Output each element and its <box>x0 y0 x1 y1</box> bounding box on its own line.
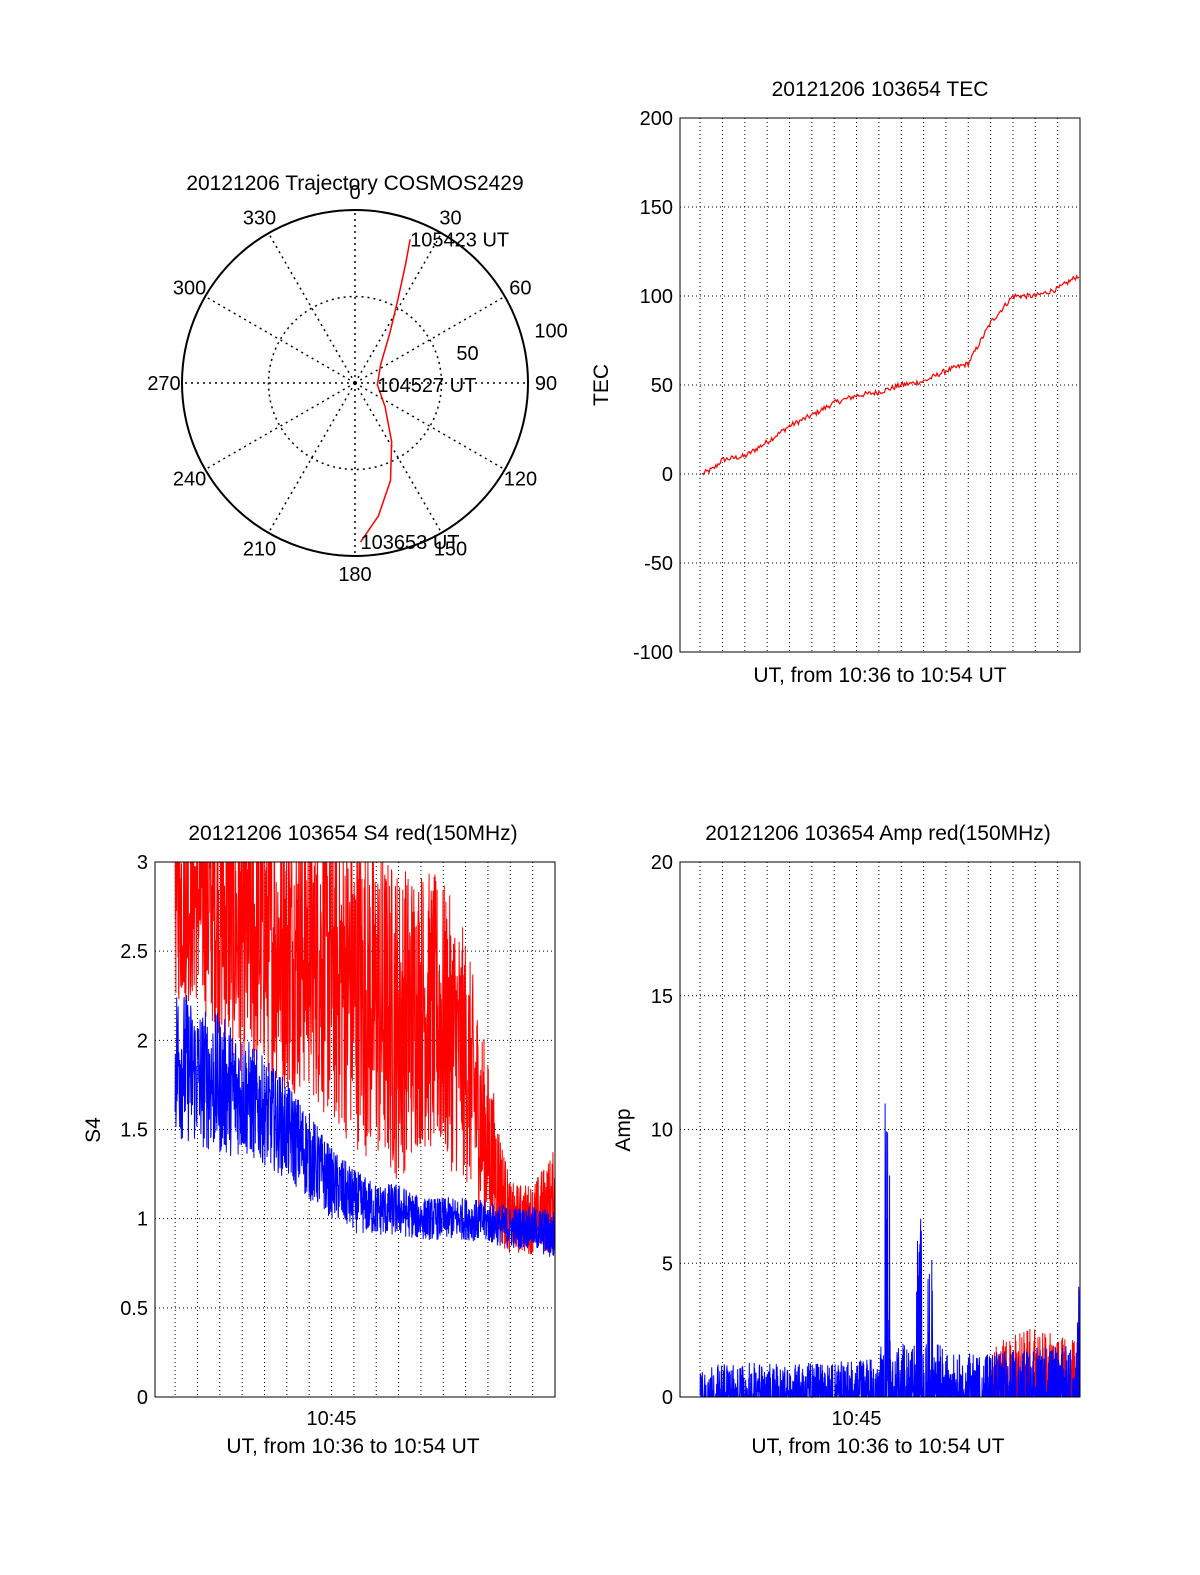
polar-radial-label: 50 <box>456 343 478 365</box>
polar-radial-labels: 50 100 <box>456 320 567 364</box>
tec-panel: 20121206 103654 TEC -100-50050100150200 … <box>590 78 1081 687</box>
y-tick-label: 20 <box>651 852 673 874</box>
trajectory-annotation: 104527 UT <box>377 375 476 397</box>
polar-spoke <box>267 232 356 384</box>
y-tick-label: 2.5 <box>120 941 148 963</box>
s4-xlabel: UT, from 10:36 to 10:54 UT <box>226 1435 479 1458</box>
y-tick-label: 0 <box>662 1387 673 1409</box>
y-tick-label: 150 <box>640 197 673 219</box>
tec-series-line <box>701 274 1080 476</box>
polar-angle-label: 210 <box>243 538 276 560</box>
y-tick-label: 100 <box>640 286 673 308</box>
y-tick-label: 0.5 <box>120 1298 148 1320</box>
amp-grid <box>680 861 1081 1398</box>
tec-y-ticks: -100 -50 0 50 100 150 200 <box>633 108 673 664</box>
tec-plot-frame <box>679 117 1081 653</box>
tec-title: 20121206 103654 TEC <box>772 78 989 101</box>
y-tick-label: 200 <box>640 108 673 130</box>
s4-plot-frame <box>154 861 556 1398</box>
amp-series-line <box>699 1103 1080 1399</box>
polar-angle-label: 330 <box>243 208 276 230</box>
polar-angle-label: 180 <box>338 564 371 586</box>
s4-ylabel: S4 <box>82 1117 105 1143</box>
polar-angle-label: 0 <box>349 182 360 204</box>
polar-angle-labels: 0 30 60 90 120 150 180 210 240 270 300 330 <box>147 182 557 586</box>
tec-grid <box>680 117 1081 653</box>
y-tick-label: 0 <box>662 464 673 486</box>
polar-angle-label: 60 <box>509 278 531 300</box>
s4-series-line <box>174 862 555 1255</box>
trajectory-panel: 20121206 Trajectory COSMOS2429 0 30 60 90 12… <box>147 172 567 586</box>
polar-angle-label: 120 <box>504 469 537 491</box>
polar-grid <box>181 209 529 557</box>
polar-angle-label: 240 <box>173 469 206 491</box>
y-tick-label: 1.5 <box>120 1120 148 1142</box>
trajectory-title: 20121206 Trajectory COSMOS2429 <box>186 172 523 195</box>
amp-ylabel: Amp <box>612 1108 635 1151</box>
y-tick-label: 10 <box>651 1120 673 1142</box>
amp-y-ticks: 0 5 10 15 20 <box>651 852 673 1409</box>
trajectory-line <box>359 239 411 543</box>
tec-series <box>701 274 1080 476</box>
polar-spoke <box>354 295 506 384</box>
y-tick-label: 15 <box>651 986 673 1008</box>
y-tick-label: -100 <box>633 642 673 664</box>
amp-series-line <box>990 1328 1081 1398</box>
y-tick-label: 50 <box>651 375 673 397</box>
y-tick-label: 3 <box>137 852 148 874</box>
tec-ylabel: TEC <box>590 364 613 406</box>
polar-angle-label: 150 <box>434 538 467 560</box>
amp-title: 20121206 103654 Amp red(150MHz) <box>705 822 1051 845</box>
amp-x-tick-label: 10:45 <box>832 1408 882 1430</box>
s4-series <box>174 862 555 1257</box>
polar-spoke <box>354 382 506 471</box>
s4-series-line <box>174 994 555 1257</box>
polar-spoke <box>354 382 443 534</box>
polar-outer-ring <box>181 209 529 557</box>
polar-spoke <box>204 382 356 471</box>
polar-angle-label: 270 <box>147 373 180 395</box>
s4-panel: 20121206 103654 S4 red(150MHz) 0 0.5 1 1.5 2… <box>82 822 556 1458</box>
s4-y-ticks: 0 0.5 1 1.5 2 2.5 3 <box>120 852 148 1409</box>
y-tick-label: 2 <box>137 1030 148 1052</box>
s4-x-tick-label: 10:45 <box>307 1408 357 1430</box>
y-tick-label: -50 <box>644 553 673 575</box>
polar-spoke <box>267 382 356 534</box>
y-tick-label: 5 <box>662 1253 673 1275</box>
polar-angle-label: 300 <box>173 278 206 300</box>
polar-radial-label: 100 <box>534 320 567 342</box>
trajectory-annotation: 105423 UT <box>410 229 509 251</box>
polar-annotations: 105423 UT 104527 UT 103653 UT <box>361 229 510 554</box>
polar-series <box>359 239 411 543</box>
amp-plot-frame <box>679 861 1081 1398</box>
tec-xlabel: UT, from 10:36 to 10:54 UT <box>753 664 1006 687</box>
s4-title: 20121206 103654 S4 red(150MHz) <box>188 822 517 845</box>
polar-spoke <box>354 232 443 384</box>
polar-spoke <box>204 295 356 384</box>
trajectory-annotation: 103653 UT <box>361 532 460 554</box>
amp-xlabel: UT, from 10:36 to 10:54 UT <box>751 1435 1004 1458</box>
y-tick-label: 0 <box>137 1387 148 1409</box>
polar-angle-label: 90 <box>535 373 557 395</box>
y-tick-label: 1 <box>137 1209 148 1231</box>
amp-series <box>699 1103 1081 1399</box>
amp-panel: 20121206 103654 Amp red(150MHz) 0 5 10 15 20… <box>612 822 1081 1458</box>
polar-angle-label: 30 <box>439 208 461 230</box>
polar-radial-ring <box>267 295 443 471</box>
